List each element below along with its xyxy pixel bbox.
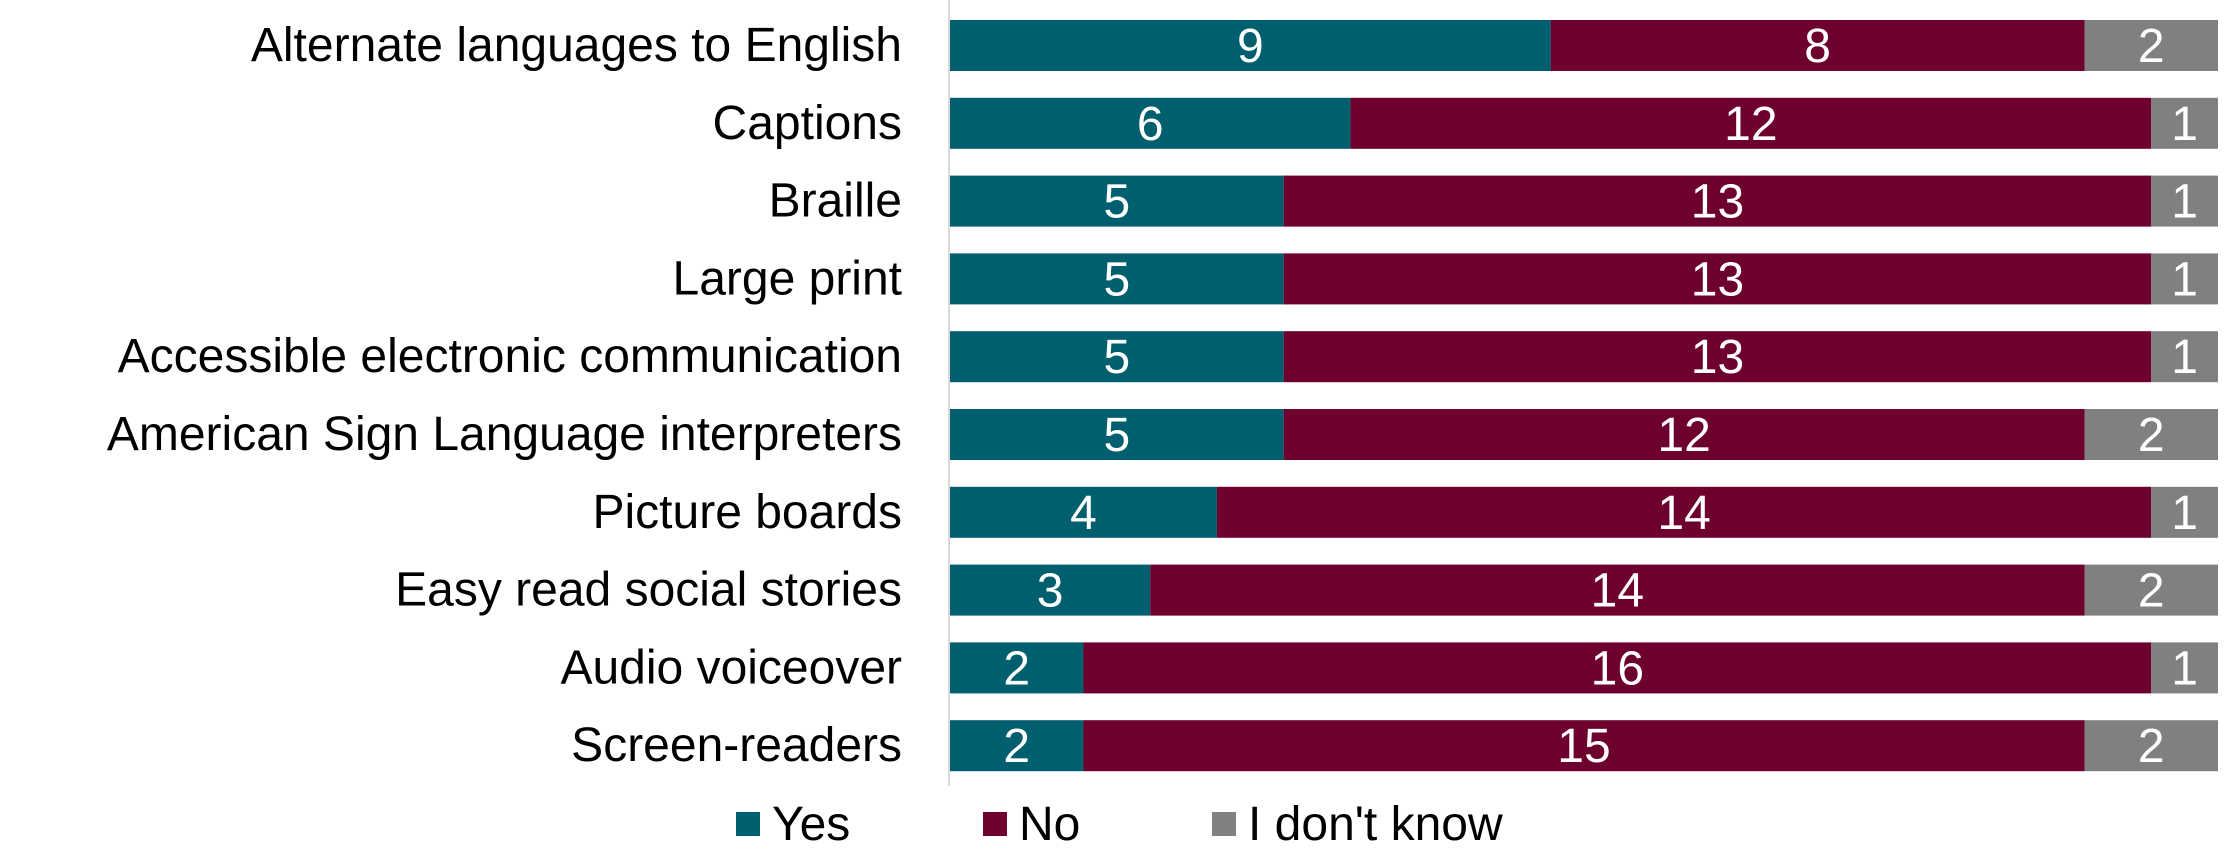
data-label-yes-easy-read-social-stories: 3	[1037, 565, 1064, 618]
data-labels-group: 9 8 26 12 15 13 15 13 15 13 15 12 24 14 13 14 22 16 12 15 2	[1003, 20, 2198, 773]
data-label-yes-american-sign-language-interpreters: 5	[1103, 409, 1130, 462]
category-label-braille: Braille	[769, 175, 902, 228]
category-label-alternate-languages-to-english: Alternate languages to English	[251, 19, 902, 72]
bars-group	[950, 20, 2218, 772]
bar-yes-picture-boards	[950, 486, 1217, 538]
bar-yes-accessible-electronic-communication	[950, 331, 1284, 383]
data-label-yes-captions: 6	[1137, 98, 1164, 151]
data-label-no-american-sign-language-interpreters: 12	[1657, 409, 1710, 462]
data-label-i-don-t-know-american-sign-language-interpreters: 2	[2138, 409, 2165, 462]
category-label-accessible-electronic-communication: Accessible electronic communication	[118, 330, 902, 383]
bar-i-don-t-know-alternate-languages-to-english	[2084, 20, 2218, 71]
data-label-yes-alternate-languages-to-english: 9	[1237, 20, 1264, 73]
bar-no-screen-readers	[1083, 720, 2085, 772]
legend: Yes No I don't know	[736, 798, 1503, 851]
bar-i-don-t-know-large-print	[2151, 253, 2218, 305]
legend-swatch-no	[983, 812, 1007, 836]
data-label-i-don-t-know-easy-read-social-stories: 2	[2138, 565, 2165, 618]
data-label-no-picture-boards: 14	[1657, 487, 1710, 540]
category-label-american-sign-language-interpreters: American Sign Language interpreters	[107, 408, 902, 461]
data-label-no-accessible-electronic-communication: 13	[1691, 331, 1744, 384]
legend-label-i-don-t-know: I don't know	[1248, 798, 1503, 851]
data-label-yes-accessible-electronic-communication: 5	[1103, 331, 1130, 384]
data-label-yes-screen-readers: 2	[1003, 720, 1030, 773]
data-label-no-easy-read-social-stories: 14	[1591, 565, 1644, 618]
legend-swatch-i-don-t-know	[1212, 812, 1236, 836]
bar-no-audio-voiceover	[1083, 642, 2152, 694]
bar-i-don-t-know-screen-readers	[2084, 720, 2218, 772]
data-label-no-large-print: 13	[1691, 253, 1744, 306]
legend-label-yes: Yes	[772, 798, 850, 851]
bar-yes-audio-voiceover	[950, 642, 1084, 694]
bar-i-don-t-know-picture-boards	[2151, 486, 2218, 538]
bar-no-accessible-electronic-communication	[1283, 331, 2152, 383]
data-label-i-don-t-know-large-print: 1	[2171, 253, 2198, 306]
data-label-no-screen-readers: 15	[1557, 720, 1610, 773]
category-label-picture-boards: Picture boards	[593, 486, 903, 539]
data-label-i-don-t-know-captions: 1	[2171, 98, 2198, 151]
data-label-no-captions: 12	[1724, 98, 1777, 151]
bar-yes-large-print	[950, 253, 1284, 305]
category-label-audio-voiceover: Audio voiceover	[560, 641, 902, 694]
bar-yes-captions	[950, 97, 1351, 149]
bar-yes-alternate-languages-to-english	[950, 20, 1551, 71]
data-label-yes-braille: 5	[1103, 176, 1130, 229]
category-label-large-print: Large print	[673, 252, 902, 305]
bar-no-braille	[1283, 175, 2152, 227]
data-label-yes-picture-boards: 4	[1070, 487, 1097, 540]
bar-i-don-t-know-easy-read-social-stories	[2084, 564, 2218, 616]
bar-no-alternate-languages-to-english	[1550, 20, 2085, 71]
bar-i-don-t-know-braille	[2151, 175, 2218, 227]
bar-no-american-sign-language-interpreters	[1283, 409, 2085, 460]
bar-yes-screen-readers	[950, 720, 1084, 772]
category-label-captions: Captions	[713, 97, 902, 150]
data-label-i-don-t-know-alternate-languages-to-english: 2	[2138, 20, 2165, 73]
data-label-i-don-t-know-accessible-electronic-communication: 1	[2171, 331, 2198, 384]
data-label-yes-large-print: 5	[1103, 253, 1130, 306]
data-label-i-don-t-know-screen-readers: 2	[2138, 720, 2165, 773]
bar-no-easy-read-social-stories	[1150, 564, 2085, 616]
data-label-no-braille: 13	[1691, 176, 1744, 229]
bar-yes-american-sign-language-interpreters	[950, 409, 1284, 460]
bar-i-don-t-know-american-sign-language-interpreters	[2084, 409, 2218, 460]
bar-i-don-t-know-captions	[2151, 97, 2218, 149]
bar-no-large-print	[1283, 253, 2152, 305]
category-label-easy-read-social-stories: Easy read social stories	[395, 564, 902, 617]
legend-label-no: No	[1019, 798, 1080, 851]
data-label-no-audio-voiceover: 16	[1591, 642, 1644, 695]
data-label-i-don-t-know-picture-boards: 1	[2171, 487, 2198, 540]
data-label-i-don-t-know-braille: 1	[2171, 176, 2198, 229]
data-label-no-alternate-languages-to-english: 8	[1804, 20, 1831, 73]
bar-no-picture-boards	[1216, 486, 2152, 538]
data-label-yes-audio-voiceover: 2	[1003, 642, 1030, 695]
category-labels-group: Alternate languages to English Captions Br…	[107, 19, 902, 772]
legend-swatch-yes	[736, 812, 760, 836]
bar-i-don-t-know-accessible-electronic-communication	[2151, 331, 2218, 383]
bar-i-don-t-know-audio-voiceover	[2151, 642, 2218, 694]
data-label-i-don-t-know-audio-voiceover: 1	[2171, 642, 2198, 695]
category-label-screen-readers: Screen-readers	[571, 719, 902, 772]
bar-no-captions	[1350, 97, 2152, 149]
bar-yes-easy-read-social-stories	[950, 564, 1151, 616]
bar-yes-braille	[950, 175, 1284, 227]
